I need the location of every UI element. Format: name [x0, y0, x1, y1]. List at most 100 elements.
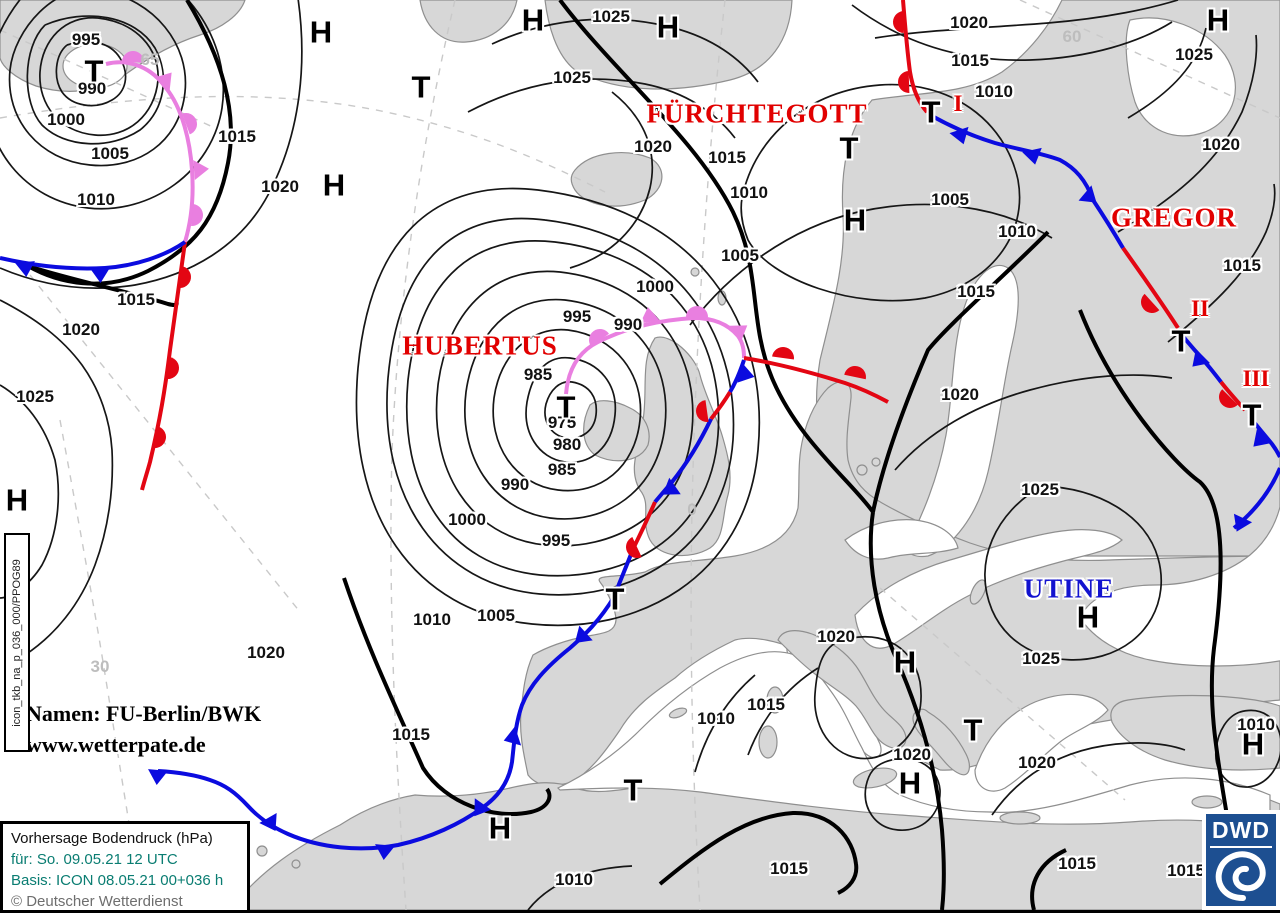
high-center-marker: H — [898, 765, 922, 801]
isobar-label-995: 995 — [562, 307, 592, 326]
low-center-marker: T — [921, 94, 941, 130]
isobar-label-1020: 1020 — [247, 643, 285, 662]
front-symbols — [15, 11, 1272, 860]
low-center-marker: T — [411, 69, 431, 105]
high-center-marker: H — [656, 9, 680, 45]
occluded-front-northwest — [105, 60, 195, 243]
low-center-marker: T — [605, 581, 625, 617]
grid-coordinate-label: 65 — [140, 50, 160, 69]
isobar-label-1010: 1010 — [77, 190, 115, 209]
baltic-sea — [854, 529, 1123, 649]
dwd-logo-text: DWD — [1212, 817, 1270, 843]
corsica — [766, 686, 784, 714]
gotland — [969, 579, 987, 605]
info-title: Vorhersage Bodendruck (hPa) — [11, 830, 213, 847]
pressure-system-name-utine: UTINE — [1023, 573, 1115, 604]
isobar-label-1020: 1020 — [1018, 753, 1056, 772]
isobar-label-975: 975 — [547, 413, 577, 432]
isobar-label-1015: 1015 — [392, 725, 430, 744]
greece — [912, 708, 970, 776]
isobar-label-1015: 1015 — [708, 148, 746, 167]
isobar-label-1025: 1025 — [592, 7, 630, 26]
warm-front-gregor — [1219, 380, 1247, 412]
isobar-label-1015: 1015 — [1167, 861, 1205, 880]
high-center-marker: H — [488, 810, 512, 846]
aegean-sea — [974, 693, 1109, 792]
isobar-label-1025: 1025 — [16, 387, 54, 406]
isobar-label-1015: 1015 — [951, 51, 989, 70]
pressure-system-name-hubertus: HUBERTUS — [402, 330, 558, 361]
warm-front-gregor — [1121, 246, 1180, 330]
balearic-islands — [668, 707, 688, 719]
low-center-marker: T — [839, 130, 859, 166]
low-wave-numeral-III: III — [1242, 366, 1270, 391]
low-center-marker: T — [623, 772, 643, 808]
cyprus — [1191, 795, 1223, 809]
islands — [256, 267, 1223, 869]
low-center-marker: T — [1242, 397, 1262, 433]
low-center-marker: T — [84, 53, 104, 89]
isobar-label-1020: 1020 — [634, 137, 672, 156]
high-center-marker: H — [521, 2, 545, 38]
skagerrak — [844, 519, 959, 560]
grid-coordinate-label: 30 — [90, 657, 110, 676]
anatolia — [1110, 694, 1280, 771]
isobar-label-1020: 1020 — [941, 385, 979, 404]
attribution: Namen: FU-Berlin/BWK www.wetterpate.de — [26, 698, 261, 760]
high-center-marker: H — [1076, 599, 1100, 635]
dwd-logo: DWD — [1202, 810, 1280, 910]
isobar-label-1010: 1010 — [555, 870, 593, 889]
isobar-label-1015: 1015 — [747, 695, 785, 714]
isobar-label-1010: 1010 — [1237, 715, 1275, 734]
isobar-label-1025: 1025 — [1175, 45, 1213, 64]
isobar-label-995: 995 — [71, 30, 101, 49]
isobar-label-1025: 1025 — [553, 68, 591, 87]
dwd-logo-divider — [1210, 846, 1272, 848]
isobar-label-1000: 1000 — [636, 277, 674, 296]
low-wave-numeral-I: I — [953, 91, 963, 116]
isobar-label-995: 995 — [541, 531, 571, 550]
info-model-basis: Basis: ICON 08.05.21 00+036 h — [11, 872, 224, 889]
attribution-url[interactable]: www.wetterpate.de — [26, 732, 206, 757]
isobar-label-1020: 1020 — [950, 13, 988, 32]
svalbard — [419, 0, 518, 43]
isobar-label-1010: 1010 — [697, 709, 735, 728]
high-center-marker: H — [1206, 2, 1230, 38]
iceland — [570, 152, 663, 207]
forecast-info-box: Vorhersage Bodendruck (hPa) für: So. 09.… — [0, 821, 250, 910]
isobar-label-1020: 1020 — [893, 745, 931, 764]
isobar-label-990: 990 — [77, 79, 107, 98]
isobar-label-990: 990 — [613, 315, 643, 334]
isobar-label-1015: 1015 — [1058, 854, 1096, 873]
pressure-system-name-fürchtegott: FÜRCHTEGOTT — [646, 98, 868, 129]
high-center-marker: H — [843, 202, 867, 238]
fronts — [0, 0, 1280, 860]
isobar-label-1010: 1010 — [730, 183, 768, 202]
warm-front-fuerchtegott — [901, 0, 929, 114]
isobar-label-1005: 1005 — [931, 190, 969, 209]
isobar-label-1025: 1025 — [1021, 480, 1059, 499]
low-center-marker: T — [556, 389, 576, 425]
faroe-islands — [690, 267, 700, 277]
isobar-label-1015: 1015 — [218, 127, 256, 146]
cold-front-gregor — [1179, 332, 1223, 384]
high-center-marker: H — [5, 482, 29, 518]
isobar-label-1005: 1005 — [721, 246, 759, 265]
cold-front-gregor — [1091, 198, 1125, 250]
warm-front-denmark — [743, 356, 889, 404]
arctic-islands — [544, 0, 793, 90]
dwd-spiral-icon — [1215, 851, 1266, 901]
mediterranean-sea — [556, 651, 1271, 831]
isobar-label-1000: 1000 — [448, 510, 486, 529]
danish-island — [856, 464, 868, 476]
isobar-label-1010: 1010 — [998, 222, 1036, 241]
warm-front-west — [140, 241, 187, 491]
product-id-label: icon_tkb_na_p_036_000/PPOG89 — [11, 558, 23, 727]
isobar-label-1015: 1015 — [1223, 256, 1261, 275]
greenland-fjord — [62, 43, 128, 89]
isobar-label-1020: 1020 — [817, 627, 855, 646]
low-wave-numeral-II: II — [1191, 296, 1209, 321]
